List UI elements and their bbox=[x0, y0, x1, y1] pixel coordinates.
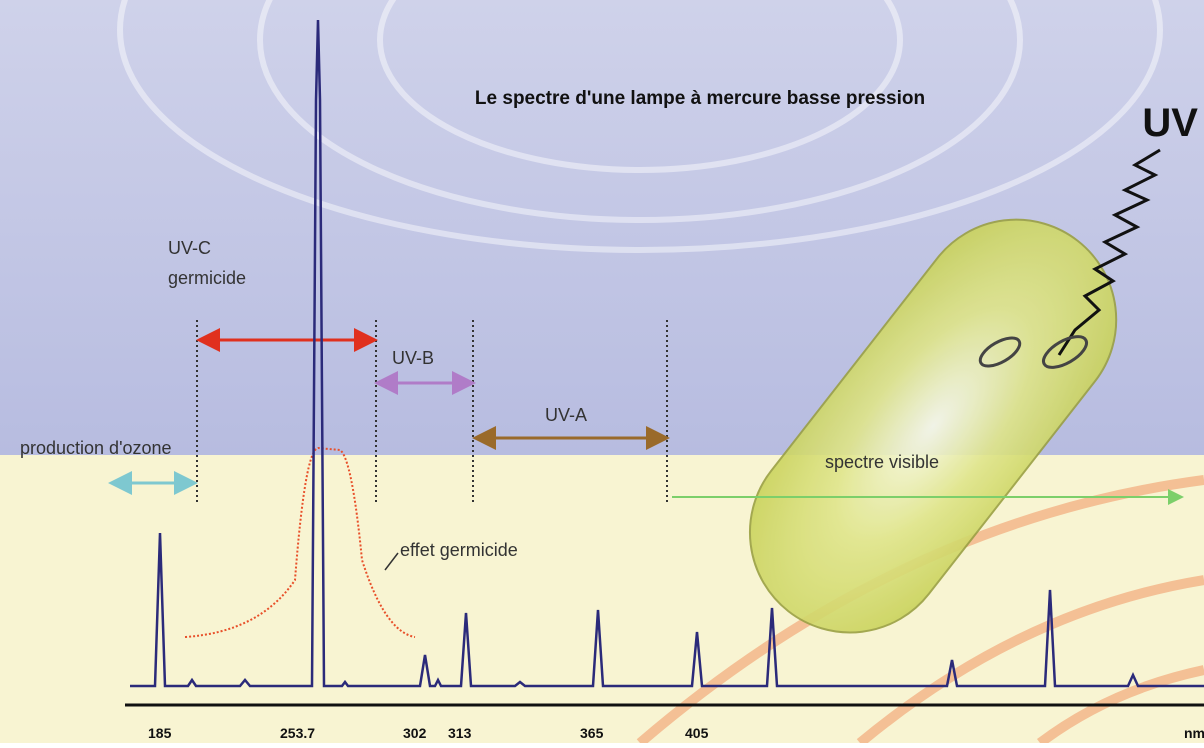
uvb-label: UV-B bbox=[392, 348, 434, 368]
axis-label: 253.7 bbox=[280, 725, 315, 741]
diagram: Le spectre d'une lampe à mercure basse p… bbox=[0, 0, 1204, 743]
uva-label: UV-A bbox=[545, 405, 587, 425]
ozone-label: production d'ozone bbox=[20, 438, 172, 458]
title: Le spectre d'une lampe à mercure basse p… bbox=[475, 88, 925, 109]
uv-label: UV bbox=[1142, 101, 1198, 145]
axis-label: 302 bbox=[403, 725, 427, 741]
uvc-sub: germicide bbox=[168, 268, 246, 288]
ground bbox=[0, 455, 1204, 743]
axis-label: nm bbox=[1184, 725, 1204, 741]
axis-label: 365 bbox=[580, 725, 604, 741]
axis-label: 405 bbox=[685, 725, 709, 741]
uvc-label: UV-C bbox=[168, 238, 211, 258]
effect-label: effet germicide bbox=[400, 540, 518, 560]
axis-label: 313 bbox=[448, 725, 472, 741]
axis-label: 185 bbox=[148, 725, 172, 741]
visible-label: spectre visible bbox=[825, 452, 939, 472]
